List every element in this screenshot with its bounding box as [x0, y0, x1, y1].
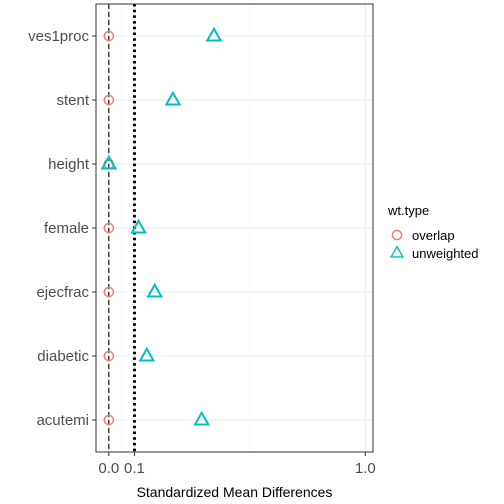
point-unweighted-ves1proc — [205, 26, 223, 42]
legend-key-unweighted — [389, 245, 405, 258]
legend-key-overlap — [391, 229, 403, 241]
y-tick-label: female — [44, 220, 89, 237]
point-overlap-ejecfrac — [103, 286, 115, 298]
y-tick-label: height — [48, 156, 90, 173]
legend-label-overlap: overlap — [412, 228, 455, 243]
y-tick-label: diabetic — [37, 348, 89, 365]
x-tick-label: 1.0 — [355, 460, 376, 477]
point-unweighted-ejecfrac — [146, 282, 164, 298]
x-axis: 0.0 0.1 1.0 — [98, 452, 376, 477]
point-unweighted-height — [100, 154, 118, 170]
point-overlap-acutemi — [103, 414, 115, 426]
y-tick-label: ejecfrac — [36, 284, 89, 301]
legend-label-unweighted: unweighted — [412, 246, 479, 261]
y-tick-label: stent — [56, 92, 89, 109]
y-tick-label: ves1proc — [28, 28, 89, 45]
point-unweighted-diabetic — [138, 346, 156, 362]
y-axis: ves1proc stent height female ejecfrac diabeti… — [28, 28, 96, 429]
x-tick-label: 0.1 — [124, 460, 145, 477]
point-unweighted-female — [130, 218, 147, 234]
point-overlap-female — [103, 222, 115, 234]
legend-title: wt.type — [387, 203, 429, 218]
point-overlap-stent — [103, 94, 115, 106]
y-tick-label: acutemi — [36, 412, 89, 429]
point-overlap-ves1proc — [103, 30, 115, 42]
point-unweighted-stent — [164, 90, 182, 106]
legend: wt.type overlap unweighted — [387, 203, 479, 261]
data-points — [100, 26, 223, 426]
x-tick-label: 0.0 — [98, 460, 119, 477]
x-axis-title: Standardized Mean Differences — [137, 484, 333, 500]
point-overlap-diabetic — [103, 350, 115, 362]
point-unweighted-acutemi — [193, 410, 211, 426]
